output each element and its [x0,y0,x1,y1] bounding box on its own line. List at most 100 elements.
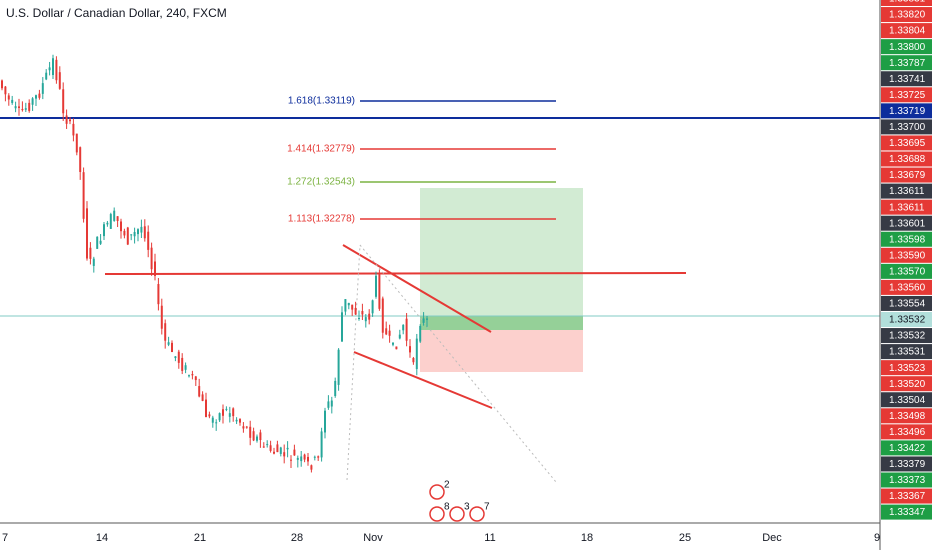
candle-body [28,102,31,111]
candle-body [388,330,391,336]
candle-body [422,318,425,323]
price-tag [881,135,932,151]
candle-body [1,80,3,89]
candle-body [371,300,374,314]
candle-body [262,446,265,448]
candle-body [415,338,418,370]
price-tag [881,392,932,408]
candle-body [239,419,241,423]
candle-body [4,86,7,95]
candle-body [358,317,360,319]
price-tag [881,376,932,392]
candle-body [55,59,58,81]
profit-entry-band [420,316,583,330]
price-tag [881,279,932,295]
candle-body [184,365,187,370]
fib-label: 1.414(1.32779) [287,144,355,155]
candle-body [45,72,48,80]
candle-body [276,444,279,453]
candle-body [320,431,323,458]
price-tag-label: 1.33787 [889,58,926,69]
price-tag-label: 1.33367 [889,491,926,502]
time-label: 9 [874,532,880,544]
price-tag [881,424,932,440]
price-tag [881,71,932,87]
price-tag-label: 1.33496 [889,427,926,438]
price-tag-label: 1.33498 [889,411,926,422]
candle-body [317,456,320,458]
candle-body [341,312,343,342]
loss-zone [420,330,583,372]
candle-body [201,394,204,401]
candle-body [296,457,299,460]
price-tag [881,7,932,23]
event-icon [449,506,465,522]
price-tag-label: 1.33725 [889,90,926,101]
candle-body [123,230,126,236]
candle-body [140,226,143,233]
price-tag [881,183,932,199]
event-count: 2 [444,480,450,491]
price-tag [881,472,932,488]
event-icon [469,506,485,522]
candle-body [398,334,401,339]
horizontal-level [104,272,687,275]
candle-body [279,447,282,454]
price-tag [881,408,932,424]
candle-body [35,95,37,99]
candle-body [164,323,167,341]
price-tag [881,167,932,183]
candle-body [92,258,95,266]
candle-body [208,414,211,417]
price-tag-label: 1.33373 [889,475,926,486]
candle-body [351,304,354,310]
price-tag-label: 1.33804 [889,26,926,37]
time-label: 14 [96,532,108,544]
candle-body [154,261,156,276]
price-tag-label: 1.33679 [889,170,926,181]
profit-zone [420,188,583,330]
candle-body [269,445,272,451]
price-tag-label: 1.33560 [889,283,926,294]
candle-body [126,227,129,245]
price-tag-label: 1.33831 [889,0,926,5]
time-label: 21 [194,532,206,544]
price-tag [881,504,932,520]
event-icon [429,506,445,522]
price-tag-label: 1.33347 [889,507,926,518]
price-tag-label: 1.33700 [889,122,926,133]
price-tag [881,0,932,6]
time-label: 18 [581,532,593,544]
candle-body [225,408,228,410]
event-icon [429,484,445,500]
candle-body [31,98,34,105]
price-tag-label: 1.33611 [889,186,925,197]
candle-body [293,449,296,456]
candle-body [11,99,14,103]
price-tag-label: 1.33741 [889,74,926,85]
event-count: 3 [464,502,470,513]
candle-body [409,346,411,353]
candle-body [79,147,82,172]
candle-body [313,456,316,458]
trend-line [342,244,492,333]
candle-body [75,133,78,153]
price-tag [881,263,932,279]
price-tag [881,312,932,327]
projection-line [359,244,557,483]
candle-body [245,426,248,428]
candle-body [324,410,326,433]
candle-body [347,302,350,306]
candle-body [48,67,51,71]
candle-body [113,210,116,221]
candle-body [395,346,398,350]
projection-line [346,244,361,481]
price-tag [881,199,932,215]
price-tag [881,23,932,39]
price-tag-label: 1.33570 [889,266,926,277]
candle-body [137,229,139,235]
candle-body [177,351,180,363]
price-tag [881,103,932,119]
candle-body [354,307,357,315]
price-tag-label: 1.33531 [889,347,926,358]
